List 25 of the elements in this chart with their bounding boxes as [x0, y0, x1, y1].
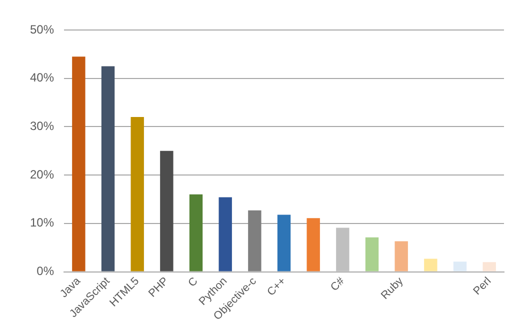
y-tick-label: 0%	[36, 264, 54, 278]
bar	[72, 56, 86, 272]
bar	[394, 241, 408, 272]
y-tick-label: 30%	[30, 119, 54, 134]
bar	[482, 262, 496, 272]
y-tick-label: 20%	[30, 167, 54, 182]
bar	[365, 237, 379, 272]
bar	[130, 117, 144, 272]
x-tick-label: C	[186, 275, 200, 290]
bar	[189, 194, 203, 272]
bar	[424, 258, 438, 272]
bar	[160, 150, 174, 272]
y-tick-label: 10%	[30, 216, 54, 230]
bar	[277, 214, 291, 272]
y-tick-label: 50%	[30, 22, 54, 36]
x-tick-label: C#	[328, 274, 348, 294]
bar	[453, 262, 467, 272]
bar	[306, 218, 320, 272]
y-tick-label: 40%	[30, 70, 54, 85]
bar	[248, 210, 262, 272]
bar	[101, 66, 115, 272]
bar	[336, 228, 350, 272]
bar	[218, 197, 232, 272]
x-tick-label: Perl	[471, 275, 494, 298]
x-tick-label: C++	[265, 275, 288, 298]
